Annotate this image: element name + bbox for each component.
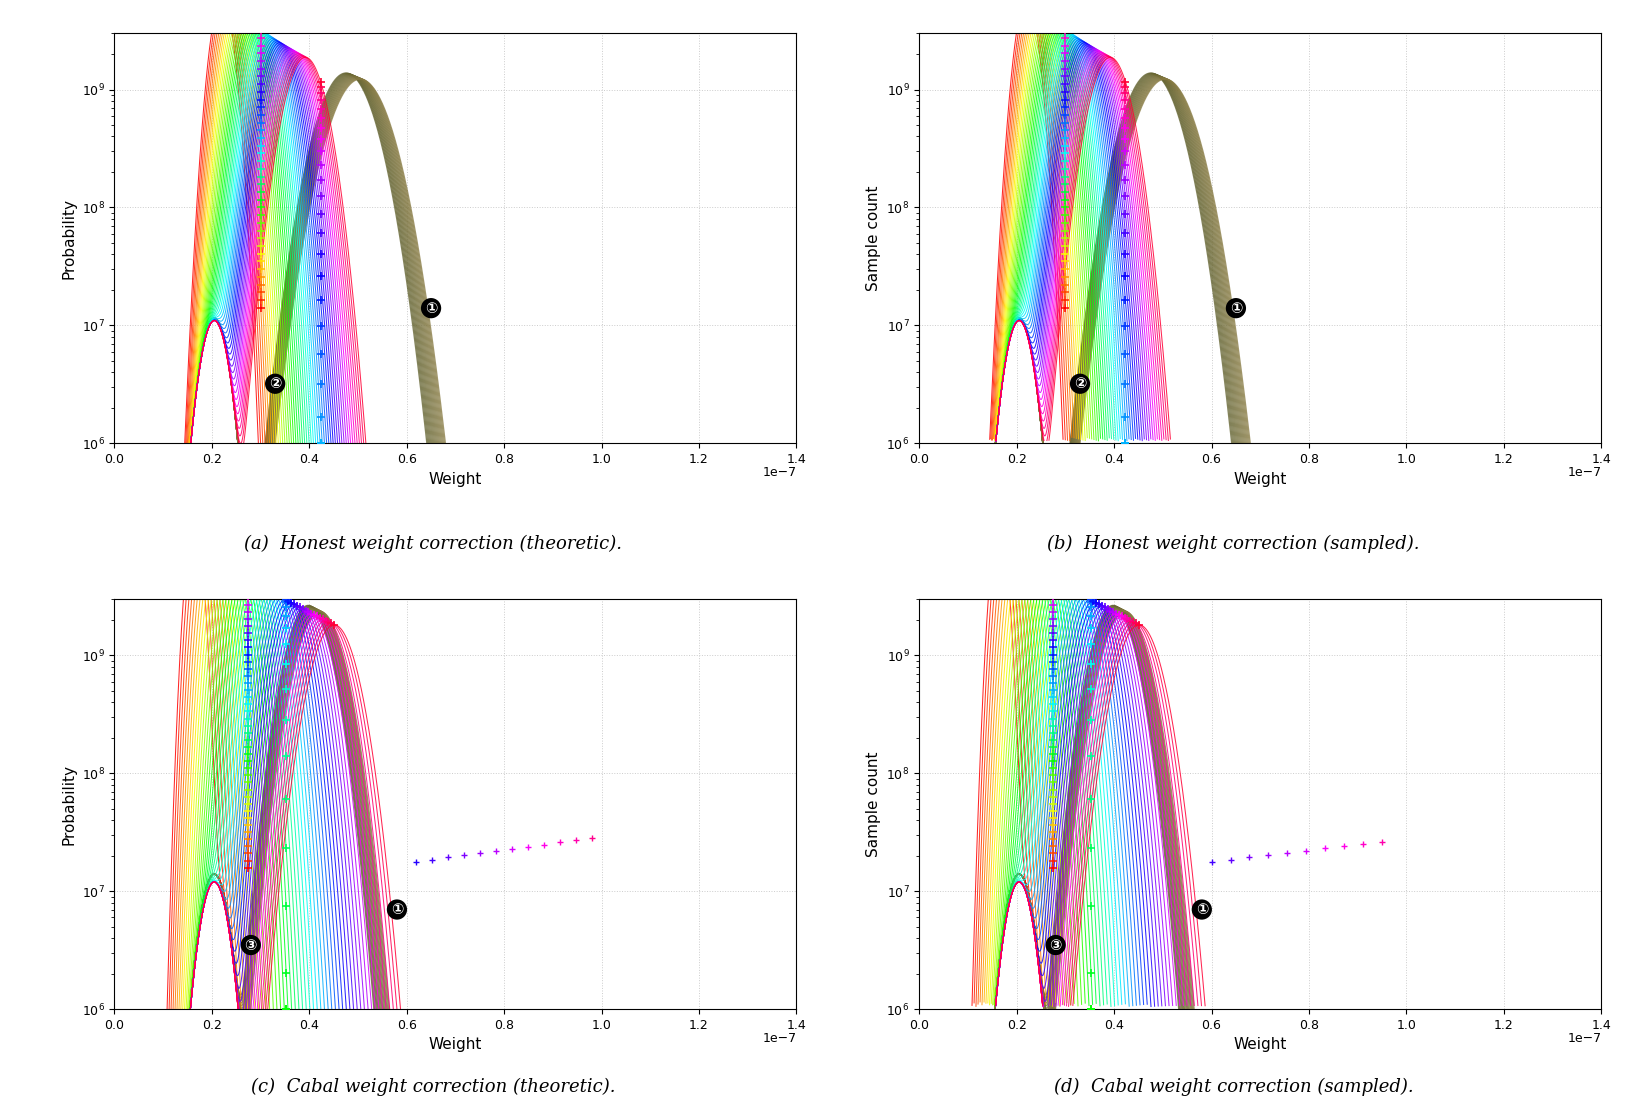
Text: ①: ① — [391, 902, 404, 917]
Text: ②: ② — [1074, 376, 1087, 391]
X-axis label: Weight: Weight — [428, 1037, 482, 1052]
Text: 1e−7: 1e−7 — [763, 1031, 796, 1045]
Y-axis label: Probability: Probability — [60, 764, 77, 845]
X-axis label: Weight: Weight — [428, 471, 482, 487]
Text: 1e−7: 1e−7 — [1567, 466, 1601, 479]
Text: ③: ③ — [245, 937, 257, 953]
Text: ①: ① — [1196, 902, 1208, 917]
Text: ③: ③ — [1049, 937, 1062, 953]
Text: ②: ② — [270, 376, 281, 391]
Text: ①: ① — [425, 301, 438, 316]
Y-axis label: Sample count: Sample count — [866, 185, 881, 291]
Y-axis label: Probability: Probability — [60, 197, 77, 278]
Text: (a)  Honest weight correction (theoretic).: (a) Honest weight correction (theoretic)… — [243, 535, 623, 553]
Text: (d)  Cabal weight correction (sampled).: (d) Cabal weight correction (sampled). — [1054, 1078, 1413, 1097]
X-axis label: Weight: Weight — [1234, 471, 1288, 487]
X-axis label: Weight: Weight — [1234, 1037, 1288, 1052]
Text: (b)  Honest weight correction (sampled).: (b) Honest weight correction (sampled). — [1047, 535, 1420, 553]
Text: ①: ① — [1230, 301, 1242, 316]
Text: (c)  Cabal weight correction (theoretic).: (c) Cabal weight correction (theoretic). — [250, 1078, 616, 1097]
Text: 1e−7: 1e−7 — [763, 466, 796, 479]
Text: 1e−7: 1e−7 — [1567, 1031, 1601, 1045]
Y-axis label: Sample count: Sample count — [866, 752, 881, 857]
